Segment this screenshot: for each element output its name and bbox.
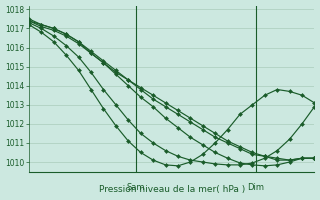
X-axis label: Pression niveau de la mer( hPa ): Pression niveau de la mer( hPa ) (99, 185, 245, 194)
Text: Dim: Dim (247, 183, 264, 192)
Text: Sam: Sam (127, 183, 145, 192)
